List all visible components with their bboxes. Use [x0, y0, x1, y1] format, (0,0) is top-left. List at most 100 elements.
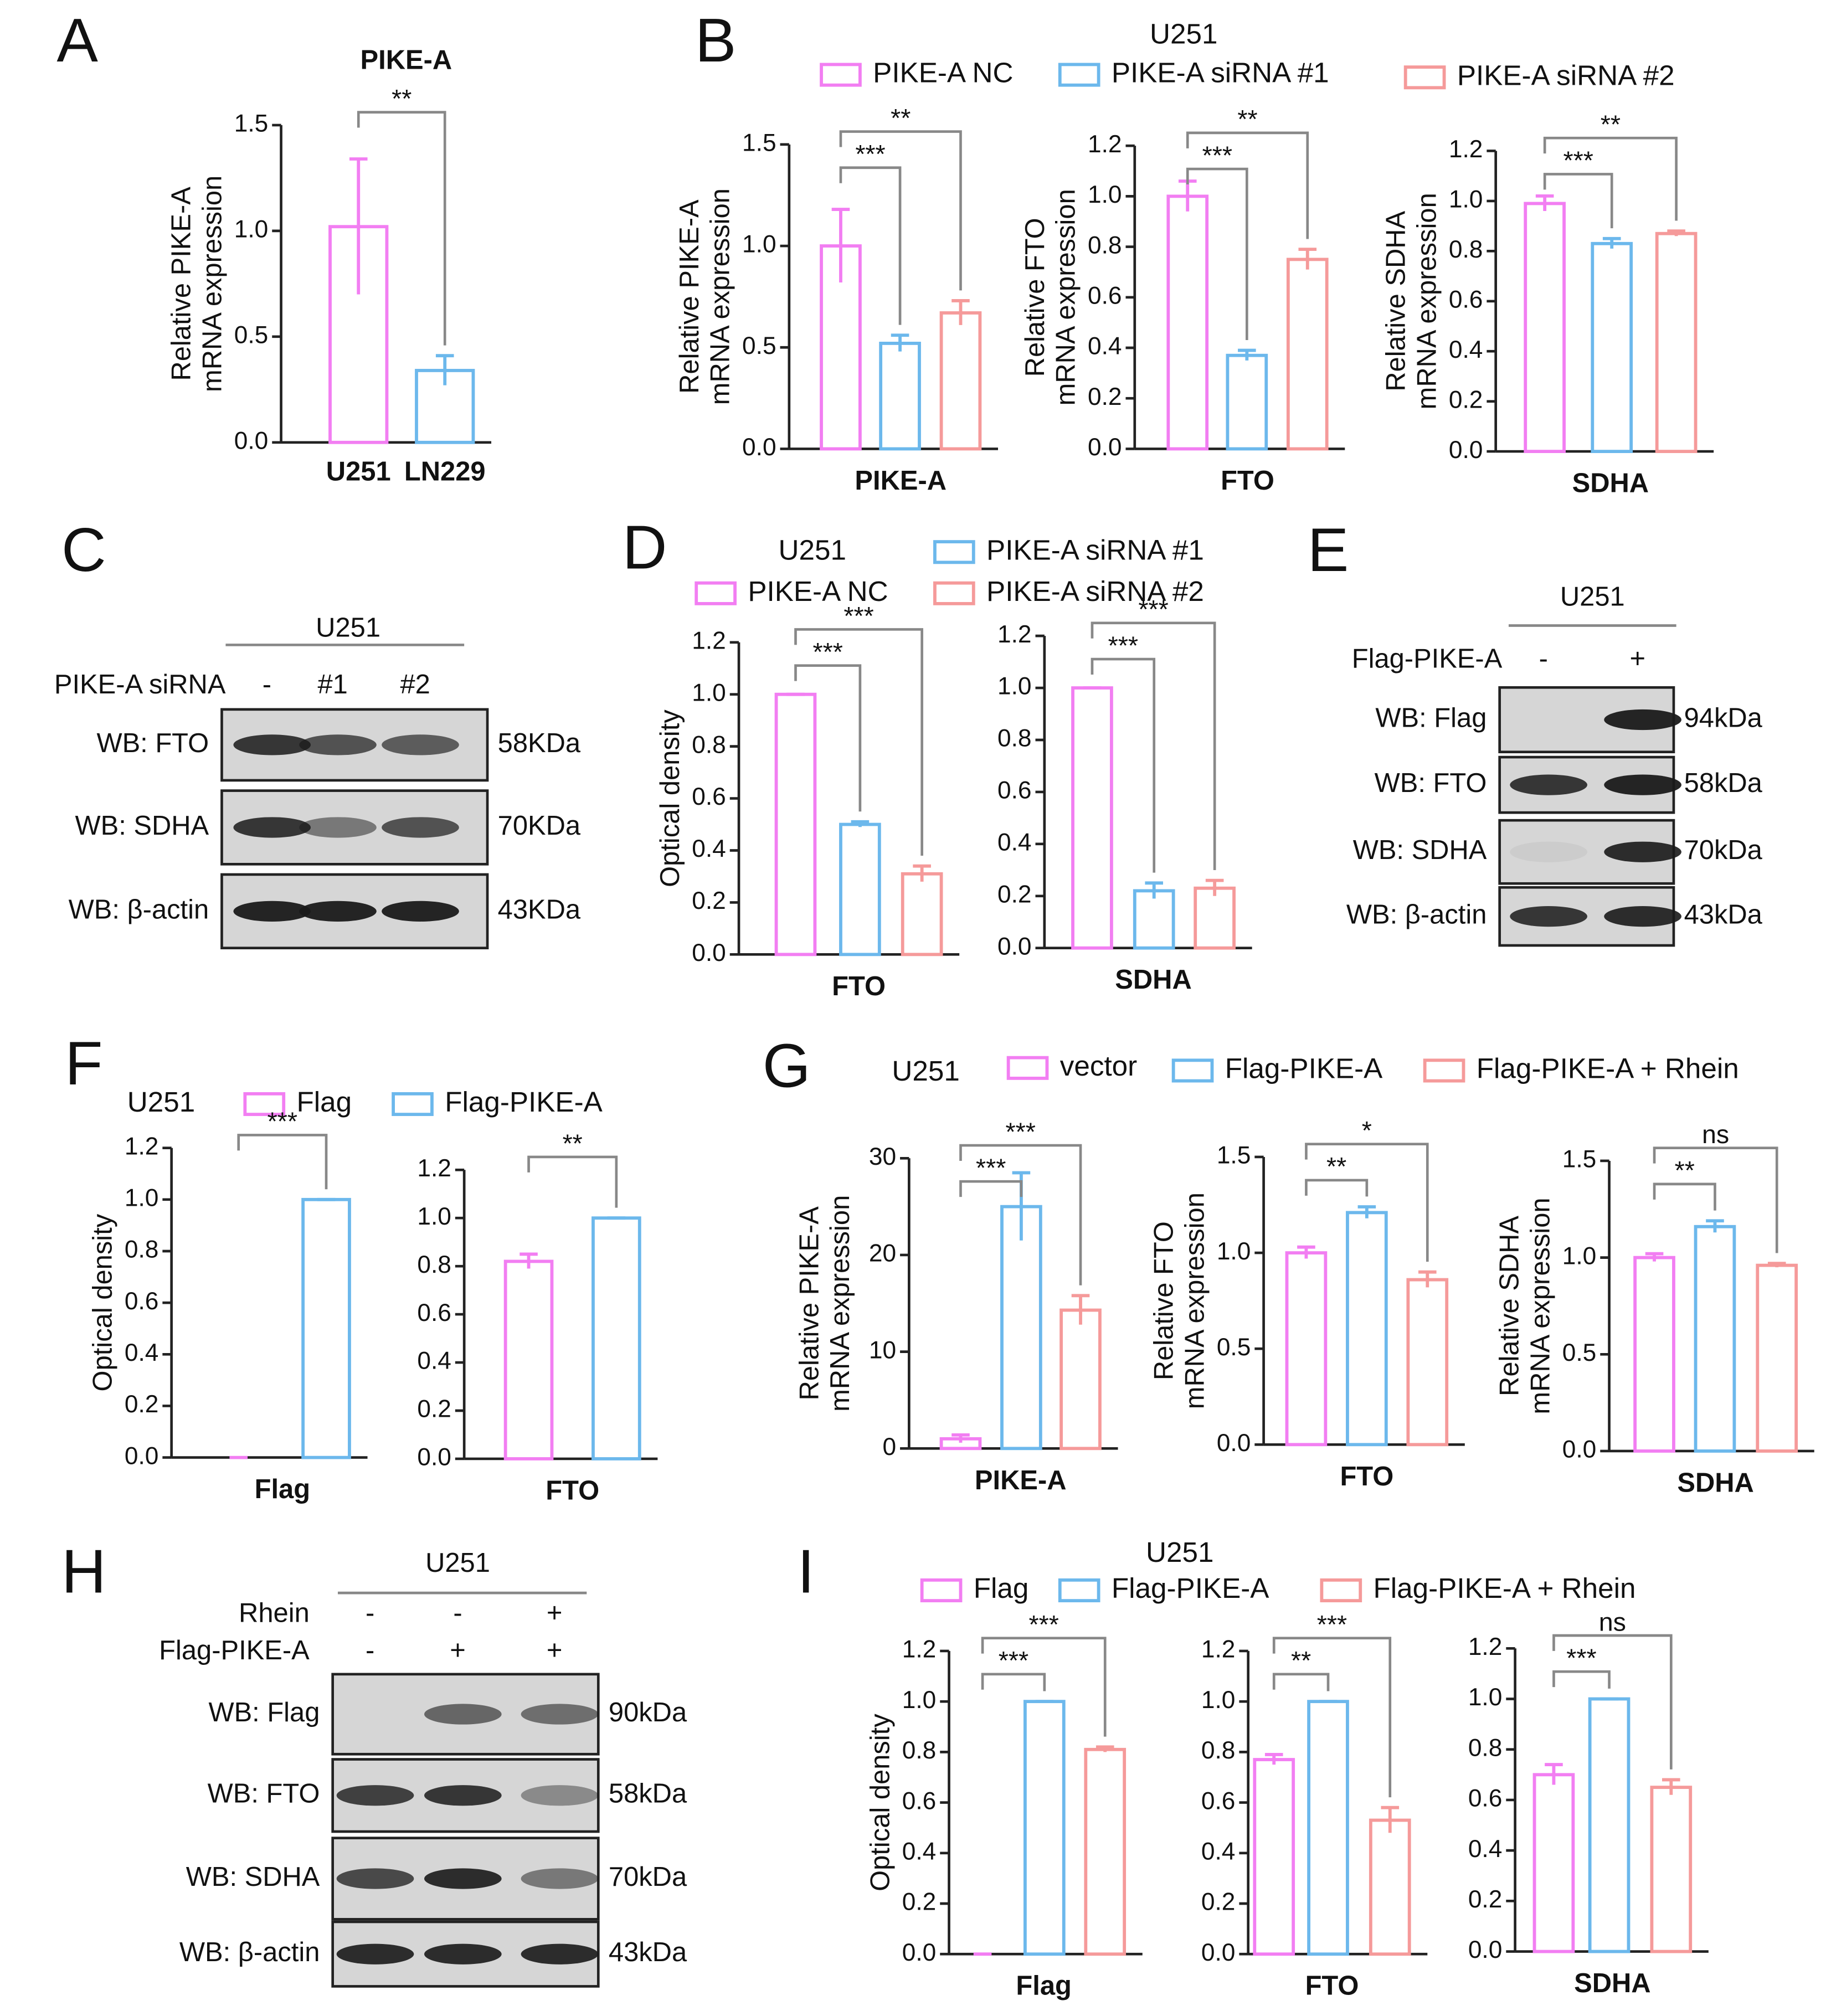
- significance-bracket: [959, 1144, 1082, 1285]
- row-size: 43KDa: [498, 894, 581, 924]
- bar: [1532, 1773, 1575, 1953]
- y-tick-label: 0.8: [1201, 1737, 1235, 1764]
- y-tick-label: 0.5: [1217, 1334, 1251, 1361]
- y-tick-label: 0.0: [1217, 1429, 1251, 1457]
- lane-label: #1: [317, 670, 347, 700]
- y-tick-label: 0.8: [997, 725, 1031, 752]
- significance-bracket: [1186, 167, 1248, 340]
- row-label: WB: SDHA: [186, 1862, 320, 1892]
- row-label: WB: FTO: [208, 1779, 320, 1809]
- y-tick-label: 0.2: [125, 1391, 158, 1418]
- bar: [1307, 1700, 1349, 1956]
- legend-label: Flag-PIKE-A: [1112, 1572, 1269, 1604]
- x-tick-label: U251: [326, 457, 391, 487]
- error-bar: [891, 333, 909, 352]
- blot-band: [424, 1704, 502, 1725]
- x-axis-label: PIKE-A: [975, 1465, 1067, 1495]
- lane-label: -: [366, 1598, 374, 1628]
- significance-label: ***: [976, 1154, 1006, 1182]
- row-label: WB: FTO: [96, 728, 209, 758]
- significance-bracket: [959, 1180, 1023, 1197]
- significance-bracket: [981, 1637, 1107, 1737]
- y-axis-label: mRNA expression: [1051, 189, 1081, 405]
- x-axis-label: FTO: [1221, 466, 1274, 496]
- lane-label: -: [1539, 644, 1548, 673]
- error-bar: [1205, 878, 1224, 896]
- row-size: 43kDa: [609, 1937, 687, 1967]
- y-tick-label: 20: [869, 1240, 896, 1267]
- panel-letter: A: [56, 6, 98, 75]
- significance-bracket: [981, 1673, 1046, 1691]
- row-size: 58kDa: [1684, 768, 1763, 798]
- y-tick-label: 0.2: [1449, 386, 1483, 413]
- error-bar: [913, 864, 931, 882]
- bar: [774, 692, 817, 956]
- bar: [879, 341, 921, 451]
- significance-label: **: [891, 104, 911, 132]
- legend-title: U251: [779, 534, 846, 565]
- x-axis-label: SDHA: [1115, 965, 1191, 995]
- y-tick-label: 0.4: [417, 1348, 451, 1375]
- legend-label: PIKE-A siRNA #2: [986, 575, 1204, 607]
- y-tick-label: 0.2: [1468, 1886, 1502, 1913]
- y-tick-label: 0.2: [417, 1396, 451, 1423]
- panel-letter: B: [695, 6, 737, 75]
- x-axis-label: SDHA: [1574, 1968, 1650, 1998]
- y-tick-label: 0: [882, 1433, 896, 1460]
- bar: [1756, 1263, 1798, 1453]
- error-bar: [1298, 248, 1317, 270]
- panel-letter: E: [1308, 515, 1349, 584]
- blot-title: U251: [1560, 582, 1625, 612]
- condition-label: Rhein: [239, 1598, 310, 1628]
- row-size: 43kDa: [1684, 900, 1763, 930]
- error-bar: [435, 354, 454, 385]
- x-tick-label: LN229: [404, 457, 486, 487]
- x-axis-label: FTO: [546, 1475, 599, 1505]
- bar: [1286, 258, 1329, 451]
- y-tick-label: 0.0: [417, 1444, 451, 1471]
- blot-band: [1604, 709, 1681, 731]
- y-tick-label: 0.4: [902, 1838, 936, 1865]
- legend-label: PIKE-A siRNA #1: [986, 534, 1204, 565]
- blot-band: [1604, 774, 1681, 795]
- legend-label: Flag-PIKE-A + Rhein: [1374, 1572, 1636, 1604]
- blot-band: [1604, 906, 1681, 927]
- significance-bracket: [1091, 621, 1216, 870]
- significance-label: ***: [268, 1107, 297, 1136]
- y-tick-label: 1.0: [417, 1203, 451, 1230]
- y-axis-label: Relative SDHA: [1381, 210, 1411, 391]
- y-tick-label: 1.0: [234, 216, 268, 243]
- y-tick-label: 0.2: [997, 881, 1031, 908]
- significance-label: ***: [1138, 595, 1168, 624]
- row-label: WB: SDHA: [1353, 835, 1487, 865]
- y-tick-label: 0.8: [1449, 236, 1483, 263]
- y-tick-label: 1.0: [1449, 186, 1483, 213]
- y-tick-label: 0.8: [902, 1737, 936, 1764]
- significance-label: **: [563, 1129, 583, 1158]
- row-label: WB: SDHA: [75, 811, 209, 841]
- error-bar: [831, 208, 850, 282]
- lane-label: +: [1630, 644, 1646, 673]
- significance-bracket: [1552, 1670, 1611, 1689]
- y-tick-label: 0.5: [234, 322, 268, 349]
- significance-bracket: [357, 111, 446, 346]
- error-bar: [951, 1433, 970, 1443]
- blot-band: [1510, 906, 1587, 927]
- significance-label: **: [1601, 110, 1621, 139]
- blot-band: [424, 1785, 502, 1806]
- bar: [1084, 1747, 1127, 1956]
- significance-label: ***: [1566, 1644, 1596, 1673]
- y-tick-label: 1.0: [1468, 1684, 1502, 1711]
- bar: [939, 311, 982, 451]
- legend-swatch: [1423, 1058, 1465, 1083]
- y-tick-label: 1.5: [1562, 1146, 1596, 1173]
- significance-bracket: [1543, 136, 1678, 221]
- error-bar: [349, 157, 368, 295]
- significance-label: ***: [1028, 1610, 1058, 1639]
- y-tick-label: 0.4: [1088, 333, 1122, 360]
- error-bar: [1535, 194, 1554, 212]
- legend-label: PIKE-A siRNA #1: [1112, 57, 1329, 89]
- legend-swatch: [1058, 1578, 1100, 1603]
- legend-swatch: [1171, 1058, 1214, 1083]
- legend-swatch: [243, 1092, 286, 1117]
